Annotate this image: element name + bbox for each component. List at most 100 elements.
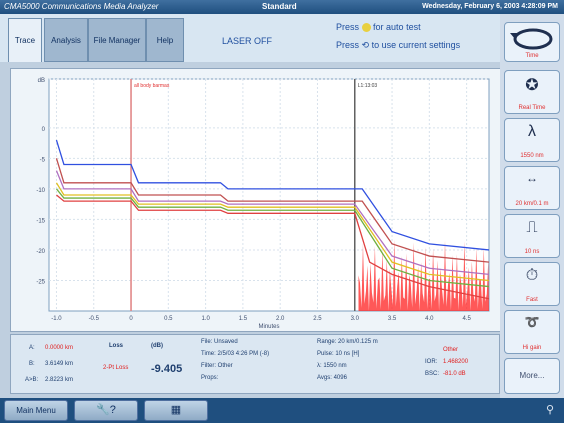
annotation-label: all body barmas — [134, 83, 170, 89]
real-time-label: Real Time — [518, 105, 546, 111]
range-label: 20 km/0.1 m — [515, 201, 549, 207]
range-icon: ↔ — [526, 171, 538, 185]
range-info: Range: 20 km/0.125 m — [317, 339, 378, 345]
mode-label: Standard — [262, 2, 297, 11]
ior-value[interactable]: 1.468200 — [443, 359, 469, 365]
trace-series-0 — [55, 139, 490, 251]
marker-b-label: B: — [29, 361, 35, 367]
marker-ab-label: A>B: — [25, 377, 39, 383]
marker-a-label: A: — [29, 345, 35, 351]
more-label: More... — [519, 371, 545, 380]
realtime-icon: ✪ — [525, 77, 539, 94]
props-info: Props: — [201, 375, 219, 381]
wavelength-button[interactable]: λ 1550 nm — [504, 118, 560, 162]
loss-header: Loss — [109, 343, 124, 349]
trace-series-2 — [55, 170, 490, 276]
x-tick-label: -0.5 — [89, 316, 100, 322]
help-tools-button[interactable]: 🔧? — [74, 400, 138, 421]
x-tick-label: 2.5 — [313, 316, 322, 322]
tab-file-manager[interactable]: File Manager — [88, 18, 146, 62]
x-tick-label: 3.0 — [351, 316, 360, 322]
y-tick-label: -10 — [36, 188, 45, 194]
report-icon: ▦ — [170, 404, 182, 416]
pulse-info: Pulse: 10 ns [H] — [317, 351, 360, 357]
x-tick-label: -1.0 — [51, 316, 62, 322]
tab-trace[interactable]: Trace — [8, 18, 42, 62]
clock-icon: ⏱ — [525, 267, 539, 284]
x-tick-label: 1.0 — [201, 316, 210, 322]
y-tick-label: -5 — [40, 157, 46, 163]
filter-info: Filter: Other — [201, 363, 233, 369]
y-tick-label: -20 — [36, 249, 45, 255]
lambda-info: λ: 1550 nm — [317, 363, 347, 369]
loss-unit: (dB) — [151, 343, 163, 349]
pulse-label: 10 ns — [524, 249, 540, 255]
trace-series-1 — [55, 158, 490, 263]
bsc-label: BSC: — [425, 371, 440, 377]
trace-series-5 — [56, 194, 490, 300]
hint-press: Press — [336, 22, 360, 32]
y-tick-label: -25 — [36, 279, 45, 285]
hint-auto-text: for auto test — [373, 22, 421, 32]
laser-status: LASER OFF — [222, 36, 273, 46]
bottom-bar: Main Menu 🔧? ▦ ⚲ — [0, 398, 564, 423]
avgs-info: Avgs: 4096 — [317, 375, 347, 381]
tab-help[interactable]: Help — [146, 18, 184, 62]
sun-icon — [361, 23, 371, 33]
help-wrench-icon: 🔧? — [96, 404, 116, 416]
y-tick-label: -15 — [36, 218, 45, 224]
trace-chart: dB 0 -5 -10 -15 -20 -25 -1.0 -0.5 0 0.5 1.0 1.5 2.0 2.… — [36, 78, 490, 330]
network-icon: ⚲ — [545, 404, 554, 416]
x-tick-label: 0 — [129, 316, 133, 322]
annotation-label: L1:13:03 — [358, 83, 378, 89]
time-info: Time: 2/5/03 4:26 PM (-8) — [201, 351, 270, 357]
real-time-button[interactable]: ✪ Real Time — [504, 70, 560, 114]
x-tick-label: 4.0 — [425, 316, 434, 322]
bsc-value[interactable]: -81.0 dB — [443, 371, 466, 377]
trace-series-4 — [55, 188, 490, 288]
time-button[interactable]: Time — [504, 22, 560, 62]
lambda-icon: λ — [528, 123, 536, 140]
more-button[interactable]: More... — [504, 358, 560, 394]
otdr-trace-plot[interactable]: dB 0 -5 -10 -15 -20 -25 -1.0 -0.5 0 0.5 1.0 1.5 2.0 2.… — [10, 68, 502, 332]
time-button-label: Time — [525, 53, 539, 59]
file-info: File: Unsaved — [201, 339, 238, 345]
ior-label: IOR: — [425, 359, 438, 365]
gain-button[interactable]: ➰ Hi gain — [504, 310, 560, 354]
x-tick-label: 0.5 — [164, 316, 173, 322]
refresh-loop-icon — [510, 28, 553, 50]
main-menu-button[interactable]: Main Menu — [4, 400, 68, 421]
acquisition-time-label: Fast — [526, 297, 538, 303]
gain-label: Hi gain — [522, 345, 542, 351]
report-button[interactable]: ▦ — [144, 400, 208, 421]
x-tick-label: 4.5 — [462, 316, 471, 322]
x-axis-label: Minutes — [258, 324, 279, 330]
pulse-button[interactable]: ⎍ 10 ns — [504, 214, 560, 258]
datetime: Wednesday, February 6, 2003 4:28:09 PM — [422, 3, 558, 10]
return-icon: ⟲ — [361, 40, 370, 50]
fiber-type[interactable]: Other — [443, 347, 459, 353]
pulse-icon: ⎍ — [526, 219, 538, 236]
hint-current-settings: Press ⟲ to use current settings — [336, 40, 460, 51]
range-button[interactable]: ↔ 20 km/0.1 m — [504, 166, 560, 210]
marker-ab-value: 2.8223 km — [45, 377, 74, 383]
y-tick-label: dB — [38, 78, 45, 84]
hint-press: Press — [336, 40, 360, 50]
title-bar: CMA5000 Communications Media Analyzer St… — [0, 0, 564, 14]
hint-auto-test: Press for auto test — [336, 22, 421, 33]
wavelength-label: 1550 nm — [520, 153, 544, 159]
x-tick-label: 1.5 — [239, 316, 248, 322]
measurement-panel: A: 0.0000 km B: 3.6149 km A>B: 2.8223 km… — [10, 334, 500, 394]
right-toolbar: Time ✪ Real Time λ 1550 nm ↔ 20 km/0.1 m… — [500, 14, 564, 398]
hint-settings-text: to use current settings — [371, 40, 461, 50]
tab-analysis[interactable]: Analysis — [44, 18, 88, 62]
x-tick-label: 2.0 — [276, 316, 285, 322]
trace-series-3 — [55, 182, 490, 282]
loss-value: -9.405 — [151, 363, 183, 375]
y-tick-label: 0 — [42, 127, 46, 133]
marker-a-value[interactable]: 0.0000 km — [45, 345, 74, 351]
loss-mode[interactable]: 2-Pt Loss — [103, 365, 129, 371]
marker-b-value[interactable]: 3.6149 km — [45, 361, 74, 367]
acquisition-time-button[interactable]: ⏱ Fast — [504, 262, 560, 306]
x-tick-label: 3.5 — [388, 316, 397, 322]
